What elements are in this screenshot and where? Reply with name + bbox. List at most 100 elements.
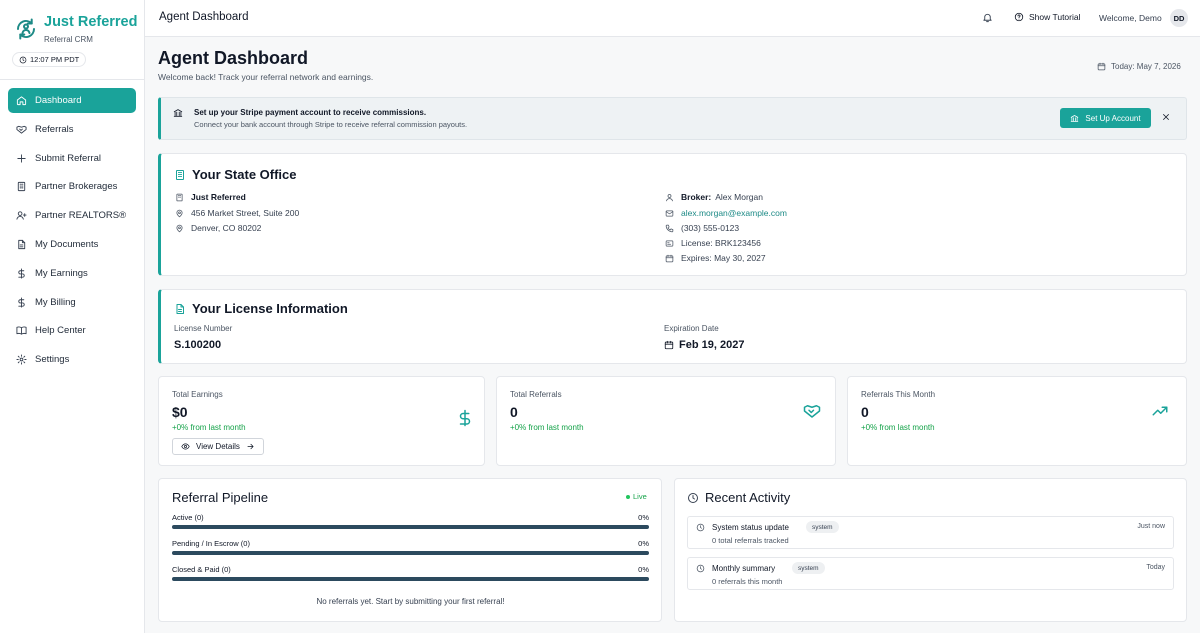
set-up-account-button[interactable]: Set Up Account [1060, 108, 1151, 128]
mail-icon [665, 209, 674, 218]
sidebar-item-settings[interactable]: Settings [8, 347, 136, 372]
stat-value: 0 [861, 404, 869, 420]
sidebar-item-submit-referral[interactable]: Submit Referral [8, 146, 136, 171]
calendar-icon [665, 254, 674, 263]
brand[interactable]: Just Referred Referral CRM [14, 14, 139, 48]
topbar-title: Agent Dashboard [159, 11, 249, 23]
plus-icon [16, 153, 27, 164]
sidebar-item-label: My Earnings [35, 267, 88, 279]
live-dot [626, 494, 630, 499]
activity-description: 0 total referrals tracked [712, 536, 789, 545]
pipeline-row-label: Pending / In Escrow (0) [172, 539, 250, 548]
sidebar-item-label: Partner Brokerages [35, 181, 118, 193]
sidebar-item-my-documents[interactable]: My Documents [8, 232, 136, 257]
broker-phone-text: (303) 555-0123 [681, 223, 740, 233]
document-icon [16, 239, 27, 250]
sidebar-item-partner-brokerages[interactable]: Partner Brokerages [8, 174, 136, 199]
broker-license: License: BRK123456 [665, 238, 761, 248]
calendar-icon [1097, 62, 1106, 71]
sidebar-item-referrals[interactable]: Referrals [8, 117, 136, 142]
pipeline-row-label: Active (0) [172, 513, 204, 522]
stat-label: Total Referrals [510, 390, 562, 399]
close-icon[interactable] [1161, 112, 1171, 122]
state-office-card: Your State Office Just Referred 456 Mark… [158, 153, 1187, 276]
office-address-line1: 456 Market Street, Suite 200 [175, 208, 299, 218]
dollar-icon [16, 297, 27, 308]
pipeline-title: Referral Pipeline [172, 490, 269, 505]
stat-value: 0 [510, 404, 518, 420]
clock-icon [19, 56, 27, 64]
stat-change: +0% from last month [172, 423, 246, 432]
live-label: Live [633, 492, 647, 501]
activity-title: Monthly summary [712, 564, 776, 573]
sidebar-item-partner-realtors[interactable]: Partner REALTORS® [8, 203, 136, 228]
arrow-right-icon [246, 442, 255, 451]
stat-label: Total Earnings [172, 390, 223, 399]
pipeline-progress-bar [172, 577, 649, 581]
stat-card-total-referrals: Total Referrals 0 +0% from last month [496, 376, 836, 466]
stripe-setup-alert: Set up your Stripe payment account to re… [158, 97, 1187, 140]
office-address-line2: Denver, CO 80202 [175, 223, 261, 233]
handshake-icon [16, 124, 27, 135]
clock-icon [696, 523, 705, 532]
alert-title: Set up your Stripe payment account to re… [194, 108, 427, 117]
sidebar-item-label: My Documents [35, 238, 99, 250]
help-circle-icon [1014, 12, 1024, 22]
id-card-icon [665, 239, 674, 248]
clock-icon [696, 564, 705, 573]
live-indicator: Live [626, 492, 647, 501]
avatar[interactable]: DD [1170, 9, 1188, 27]
sidebar-item-label: Settings [35, 354, 70, 366]
activity-item[interactable]: Monthly summary system 0 referrals this … [687, 557, 1174, 590]
broker-license-text: License: BRK123456 [681, 238, 761, 248]
sidebar-item-my-billing[interactable]: My Billing [8, 290, 136, 315]
broker-email[interactable]: alex.morgan@example.com [665, 208, 787, 218]
document-icon [174, 303, 186, 315]
broker-expires: Expires: May 30, 2027 [665, 253, 766, 263]
stat-change: +0% from last month [861, 423, 935, 432]
office-address2-text: Denver, CO 80202 [191, 223, 262, 233]
welcome-text: Welcome, Demo [1099, 13, 1162, 23]
user-icon [665, 193, 674, 202]
today-date: Today: May 7, 2026 [1097, 62, 1181, 71]
referral-pipeline-card: Referral Pipeline Live Active (0) 0% Pen… [158, 478, 662, 622]
trending-up-icon [1151, 402, 1169, 420]
brand-subtitle: Referral CRM [44, 35, 93, 44]
sidebar-item-label: My Billing [35, 296, 76, 308]
sidebar-item-label: Dashboard [35, 95, 82, 106]
building-icon [174, 169, 186, 181]
user-plus-icon [16, 210, 27, 221]
view-details-button[interactable]: View Details [172, 438, 264, 455]
clock-time: 12:07 PM PDT [30, 55, 80, 64]
activity-item[interactable]: System status update system 0 total refe… [687, 516, 1174, 549]
building-icon [16, 181, 27, 192]
pipeline-row-pending: Pending / In Escrow (0) 0% [172, 539, 649, 559]
broker-name-text: Alex Morgan [715, 192, 763, 202]
office-address1-text: 456 Market Street, Suite 200 [191, 208, 300, 218]
license-number: S.100200 [174, 339, 222, 351]
sidebar-item-label: Help Center [35, 325, 86, 337]
show-tutorial-button[interactable]: Show Tutorial [1014, 12, 1081, 22]
stat-card-total-earnings: Total Earnings $0 +0% from last month Vi… [158, 376, 485, 466]
view-details-label: View Details [196, 442, 240, 451]
alert-text: Connect your bank account through Stripe… [194, 120, 468, 129]
pipeline-row-percent: 0% [638, 539, 649, 548]
office-name-text: Just Referred [191, 192, 246, 202]
page-subtitle: Welcome back! Track your referral networ… [158, 72, 374, 82]
bell-icon[interactable] [982, 12, 993, 23]
pipeline-progress-bar [172, 525, 649, 529]
broker-expires-text: Expires: May 30, 2027 [681, 253, 766, 263]
pipeline-row-label: Closed & Paid (0) [172, 565, 231, 574]
activity-title: System status update [712, 523, 789, 532]
sidebar-item-label: Referrals [35, 123, 74, 135]
show-tutorial-label: Show Tutorial [1029, 12, 1081, 22]
broker-name: Broker: Alex Morgan [665, 192, 763, 202]
sidebar-item-dashboard[interactable]: Dashboard [8, 88, 136, 113]
license-title: Your License Information [174, 301, 348, 316]
sidebar-item-my-earnings[interactable]: My Earnings [8, 261, 136, 286]
pipeline-row-closed: Closed & Paid (0) 0% [172, 565, 649, 585]
sidebar-item-label: Submit Referral [35, 152, 101, 164]
pipeline-row-active: Active (0) 0% [172, 513, 649, 533]
activity-time: Today [1146, 564, 1165, 571]
sidebar-item-help-center[interactable]: Help Center [8, 318, 136, 343]
